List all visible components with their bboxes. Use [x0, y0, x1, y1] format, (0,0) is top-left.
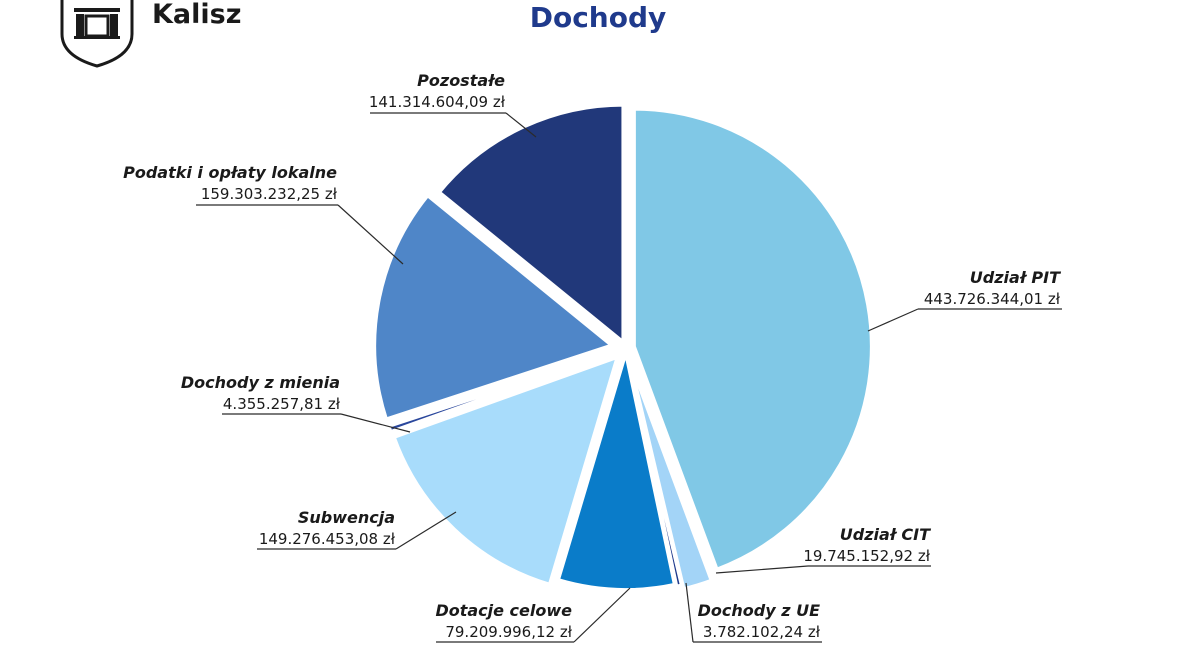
leader-line-2 [715, 565, 809, 574]
slice-label-value-4: 79.209.996,12 zł [445, 623, 572, 641]
leader-line-5 [395, 511, 457, 550]
leader-line-4 [573, 587, 631, 643]
leader-line-1 [867, 308, 919, 332]
slice-label-value-2: 19.745.152,92 zł [803, 547, 930, 565]
slice-label-name-6: Dochody z mienia [181, 373, 340, 392]
pie-slice-1 [631, 106, 874, 572]
slice-label-name-8: Pozostałe [417, 71, 505, 90]
city-name: Kalisz [152, 0, 241, 30]
city-crest-icon [60, 0, 134, 68]
slice-label-value-6: 4.355.257,81 zł [223, 395, 341, 413]
label-leader-lines [196, 112, 1062, 643]
slice-label-name-5: Subwencja [298, 508, 395, 527]
leader-line-6 [340, 413, 411, 433]
chart-title: Dochody [530, 1, 667, 34]
pie-slice-4 [555, 349, 677, 592]
slice-label-value-8: 141.314.604,09 zł [369, 93, 506, 111]
pie-slice-2 [626, 355, 714, 592]
slice-label-name-3: Dochody z UE [698, 601, 820, 620]
slice-label-value-3: 3.782.102,24 zł [703, 623, 821, 641]
slice-label-value-5: 149.276.453,08 zł [259, 530, 396, 548]
slice-label-name-1: Udział PIT [970, 268, 1061, 287]
leader-line-7 [337, 204, 404, 265]
pie-slice-3 [625, 351, 684, 589]
slice-label-name-4: Dotacje celowe [435, 601, 572, 620]
leader-line-8 [505, 112, 537, 138]
slice-label-name-2: Udział CIT [840, 525, 931, 544]
slice-label-value-7: 159.303.232,25 zł [201, 185, 338, 203]
slice-label-name-7: Podatki i opłaty lokalne [123, 163, 337, 182]
pie-slice-7 [372, 193, 615, 422]
pie-slices [372, 102, 874, 592]
slice-labels: Udział PIT 443.726.344,01 zł Udział CIT 19.… [123, 71, 1061, 641]
pie-slice-8 [436, 102, 626, 345]
slice-label-value-1: 443.726.344,01 zł [924, 290, 1061, 308]
leader-line-3 [685, 582, 694, 643]
pie-slice-5 [391, 354, 620, 587]
